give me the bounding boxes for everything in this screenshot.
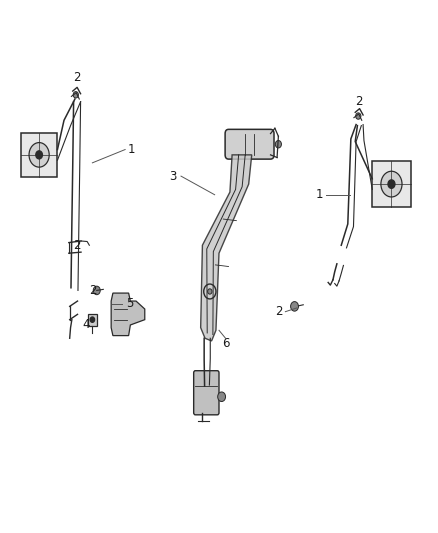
Circle shape	[290, 302, 298, 311]
Circle shape	[276, 141, 282, 148]
Polygon shape	[201, 155, 252, 341]
Polygon shape	[21, 133, 57, 177]
Circle shape	[356, 113, 361, 119]
Text: 3: 3	[170, 169, 177, 183]
Circle shape	[73, 92, 78, 98]
FancyBboxPatch shape	[225, 130, 274, 159]
Text: 4: 4	[82, 319, 90, 332]
Circle shape	[218, 392, 226, 401]
FancyBboxPatch shape	[194, 370, 219, 415]
Polygon shape	[111, 293, 145, 336]
Text: 2: 2	[73, 239, 81, 252]
Text: 6: 6	[222, 337, 230, 350]
Text: 2: 2	[355, 95, 363, 108]
Circle shape	[90, 317, 95, 322]
Circle shape	[208, 289, 212, 294]
Circle shape	[36, 151, 42, 159]
Text: 1: 1	[316, 188, 323, 201]
Circle shape	[29, 143, 49, 167]
Circle shape	[388, 180, 395, 188]
Text: 2: 2	[73, 71, 81, 84]
Text: 2: 2	[276, 305, 283, 318]
Circle shape	[93, 286, 100, 295]
Polygon shape	[372, 161, 411, 207]
Polygon shape	[88, 314, 97, 326]
Circle shape	[381, 171, 402, 197]
Text: 1: 1	[128, 143, 135, 156]
Text: 2: 2	[88, 284, 96, 297]
Text: 5: 5	[126, 297, 133, 310]
